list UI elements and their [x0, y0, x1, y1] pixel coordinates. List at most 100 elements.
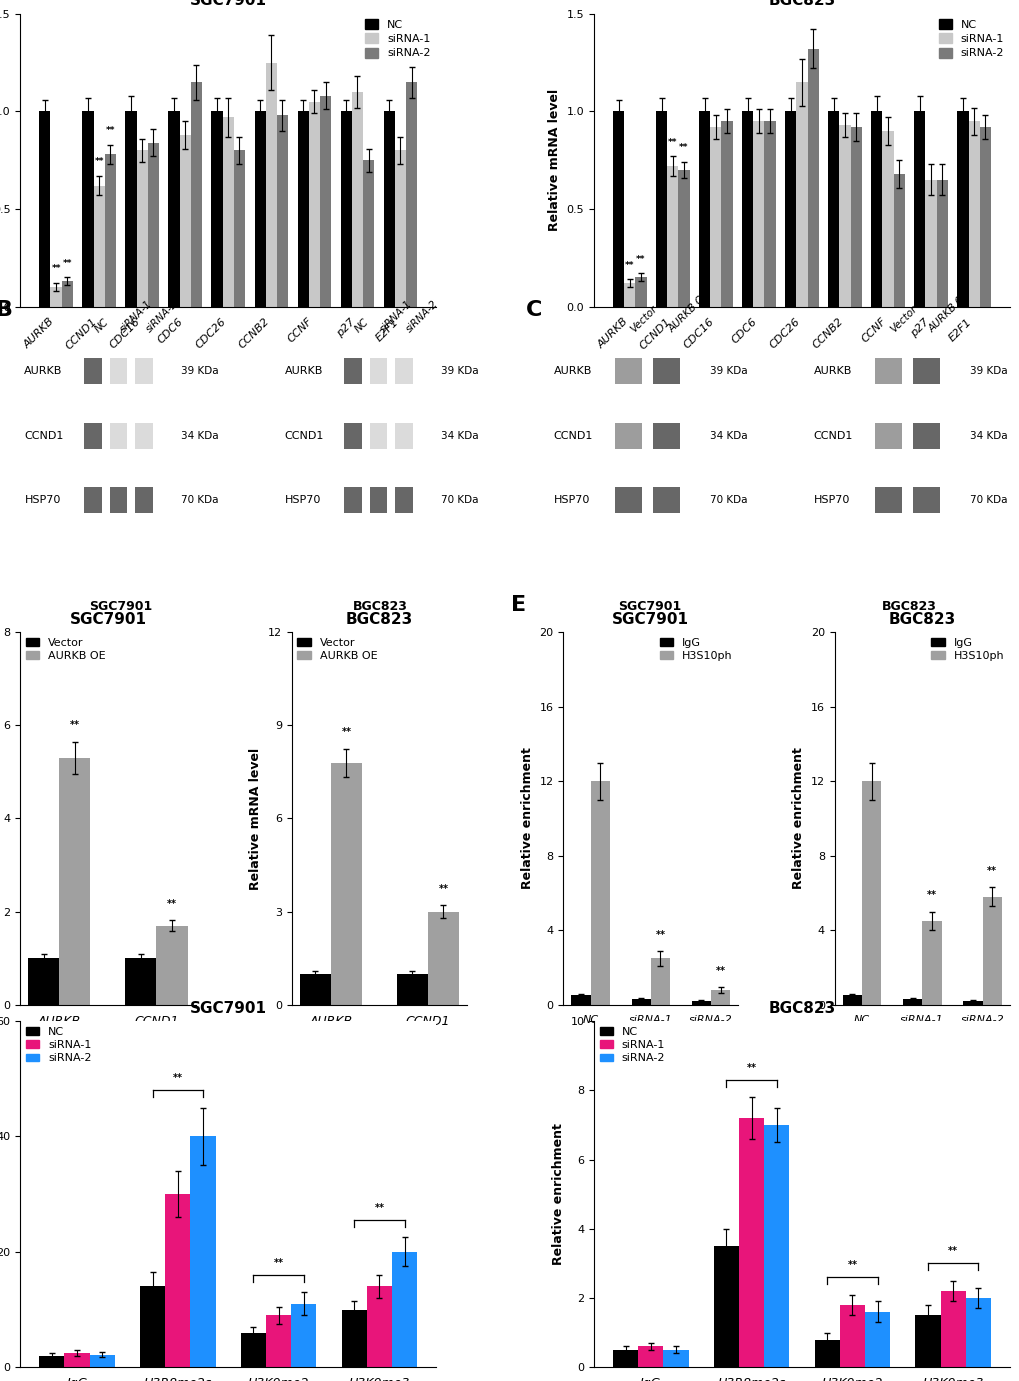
Text: **: **: [95, 157, 104, 166]
Text: 34 KDa: 34 KDa: [180, 431, 218, 441]
Bar: [874, 358, 901, 384]
Bar: [624, 283, 635, 307]
Legend: IgG, H3S10ph: IgG, H3S10ph: [930, 638, 1004, 661]
Bar: [713, 1246, 738, 1367]
Text: **: **: [625, 261, 634, 269]
Bar: [653, 487, 680, 514]
Text: HSP70: HSP70: [284, 496, 321, 505]
Bar: [85, 358, 102, 384]
Bar: [255, 112, 265, 307]
Legend: Vector, AURKB OE: Vector, AURKB OE: [298, 638, 377, 661]
Text: **: **: [948, 1247, 957, 1257]
Bar: [59, 758, 91, 1005]
Legend: NC, siRNA-1, siRNA-2: NC, siRNA-1, siRNA-2: [937, 19, 1004, 58]
Bar: [807, 48, 818, 307]
Text: 34 KDa: 34 KDa: [969, 431, 1007, 441]
Bar: [655, 112, 666, 307]
Bar: [861, 782, 880, 1005]
Bar: [109, 487, 127, 514]
Bar: [344, 423, 362, 449]
Bar: [921, 921, 941, 1005]
Text: **: **: [636, 254, 645, 264]
Bar: [266, 1315, 291, 1367]
Bar: [902, 1000, 921, 1005]
Bar: [211, 112, 222, 307]
Text: **: **: [847, 1261, 857, 1271]
Bar: [391, 1251, 417, 1367]
Bar: [396, 974, 428, 1005]
Bar: [631, 1000, 650, 1005]
Bar: [753, 122, 764, 307]
Bar: [341, 1309, 367, 1367]
Bar: [612, 1349, 638, 1367]
Text: 39 KDa: 39 KDa: [440, 366, 478, 376]
Bar: [406, 81, 417, 307]
Legend: NC, siRNA-1, siRNA-2: NC, siRNA-1, siRNA-2: [25, 1026, 92, 1063]
Title: BGC823: BGC823: [345, 612, 413, 627]
Bar: [109, 423, 127, 449]
Text: AURKB: AURKB: [813, 366, 851, 376]
Y-axis label: Relative mRNA level: Relative mRNA level: [250, 747, 262, 889]
Bar: [383, 112, 394, 307]
Text: **: **: [172, 1073, 182, 1084]
Bar: [698, 112, 709, 307]
Bar: [742, 112, 753, 307]
Text: C: C: [525, 300, 541, 319]
Bar: [913, 358, 940, 384]
Bar: [29, 958, 59, 1005]
Bar: [864, 1312, 890, 1367]
Text: BGC823: BGC823: [353, 599, 408, 613]
Bar: [140, 1287, 165, 1367]
Bar: [135, 487, 153, 514]
Bar: [839, 126, 850, 307]
Bar: [666, 166, 678, 307]
Bar: [344, 358, 362, 384]
Text: 39 KDa: 39 KDa: [709, 366, 747, 376]
Bar: [785, 112, 796, 307]
Text: CCND1: CCND1: [553, 431, 592, 441]
Bar: [394, 487, 413, 514]
Bar: [614, 423, 641, 449]
Text: **: **: [51, 264, 61, 273]
Y-axis label: Relative enrichment: Relative enrichment: [792, 747, 804, 889]
Bar: [240, 1333, 266, 1367]
Bar: [428, 911, 459, 1005]
Text: **: **: [715, 965, 726, 976]
Text: 70 KDa: 70 KDa: [709, 496, 747, 505]
Bar: [924, 180, 935, 307]
Bar: [135, 358, 153, 384]
Bar: [291, 1304, 316, 1367]
Bar: [148, 142, 159, 307]
Bar: [137, 151, 148, 307]
Bar: [720, 122, 732, 307]
Text: 70 KDa: 70 KDa: [180, 496, 218, 505]
Bar: [276, 116, 287, 307]
Bar: [650, 958, 669, 1005]
Bar: [962, 1001, 981, 1005]
Legend: NC, siRNA-1, siRNA-2: NC, siRNA-1, siRNA-2: [599, 1026, 664, 1063]
Bar: [913, 423, 940, 449]
Text: **: **: [374, 1203, 384, 1213]
Legend: Vector, AURKB OE: Vector, AURKB OE: [25, 638, 106, 661]
Bar: [367, 1287, 391, 1367]
Bar: [653, 358, 680, 384]
Bar: [94, 185, 105, 307]
Text: HSP70: HSP70: [813, 496, 849, 505]
Text: 34 KDa: 34 KDa: [440, 431, 478, 441]
Text: BGC823: BGC823: [881, 599, 936, 613]
Text: HSP70: HSP70: [24, 496, 61, 505]
Bar: [40, 1356, 64, 1367]
Text: 39 KDa: 39 KDa: [969, 366, 1007, 376]
Text: NC: NC: [93, 318, 111, 334]
Bar: [165, 1195, 191, 1367]
Bar: [913, 112, 924, 307]
Bar: [265, 62, 276, 307]
Text: AURKB: AURKB: [553, 366, 591, 376]
Text: **: **: [679, 144, 688, 152]
Bar: [135, 423, 153, 449]
Y-axis label: Relative enrichment: Relative enrichment: [551, 1123, 565, 1265]
Bar: [394, 358, 413, 384]
Bar: [363, 160, 374, 307]
Bar: [330, 762, 362, 1005]
Bar: [662, 1349, 688, 1367]
